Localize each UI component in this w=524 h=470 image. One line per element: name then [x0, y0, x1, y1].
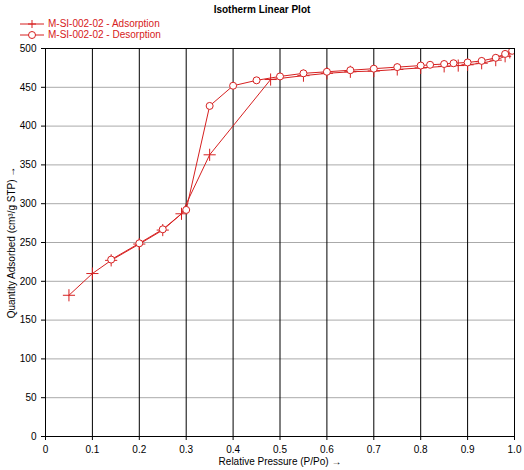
svg-text:Relative Pressure (P/Po) →: Relative Pressure (P/Po) →: [219, 456, 342, 467]
svg-text:0.9: 0.9: [461, 444, 475, 455]
svg-text:0: 0: [43, 444, 49, 455]
svg-text:50: 50: [25, 392, 37, 403]
svg-text:250: 250: [20, 237, 37, 248]
svg-text:0.6: 0.6: [320, 444, 334, 455]
svg-text:100: 100: [20, 353, 37, 364]
svg-text:0.4: 0.4: [226, 444, 240, 455]
svg-text:0.1: 0.1: [85, 444, 99, 455]
svg-text:1.0: 1.0: [508, 444, 522, 455]
svg-text:0.7: 0.7: [367, 444, 381, 455]
svg-text:400: 400: [20, 120, 37, 131]
svg-text:0.5: 0.5: [273, 444, 287, 455]
svg-text:Quantity Adsorbed (cm³/g STP): Quantity Adsorbed (cm³/g STP) →: [6, 167, 17, 319]
svg-text:200: 200: [20, 276, 37, 287]
svg-text:0.3: 0.3: [179, 444, 193, 455]
svg-text:150: 150: [20, 314, 37, 325]
html-text:Isotherm Linear Plot: Isotherm Linear Plot: [213, 4, 311, 15]
html-text:M-SI-002-02 - Adsorption: M-SI-002-02 - Adsorption: [48, 18, 160, 29]
svg-text:0.8: 0.8: [414, 444, 428, 455]
svg-text:450: 450: [20, 82, 37, 93]
svg-text:500: 500: [20, 43, 37, 54]
svg-text:300: 300: [20, 198, 37, 209]
svg-text:350: 350: [20, 159, 37, 170]
svg-text:0.2: 0.2: [132, 444, 146, 455]
svg-text:0: 0: [31, 431, 37, 442]
html-text:M-SI-002-02 - Desorption: M-SI-002-02 - Desorption: [48, 29, 161, 40]
